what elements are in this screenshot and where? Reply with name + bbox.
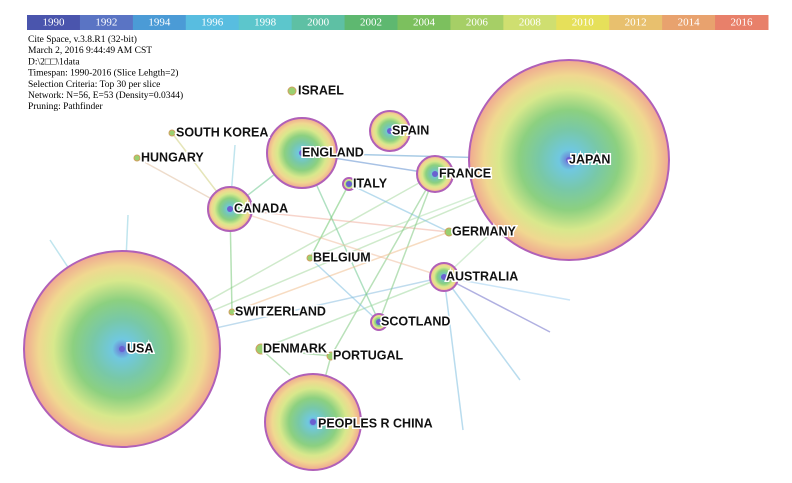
timeline-year: 2006 (466, 17, 489, 29)
nodes: ISRAEL SOUTH KOREA HUNGARY ENGLAND SPAIN ITAL… (23, 59, 670, 471)
timeline-year: 2016 (731, 17, 754, 29)
timeline-segment (715, 15, 769, 30)
timeline-segment (450, 15, 504, 30)
info-line: Timespan: 1990-2016 (Slice Lehgth=2) (28, 68, 178, 79)
info-line: Selection Criteria: Top 30 per slice (28, 80, 160, 90)
timeline-segment (662, 15, 716, 30)
node-core (346, 181, 352, 187)
node-core (376, 319, 382, 325)
node (228, 308, 236, 316)
node-core (441, 274, 447, 280)
timeline-year: 2000 (307, 17, 330, 29)
node (287, 86, 297, 96)
timeline-year: 2010 (572, 17, 595, 29)
link (229, 208, 450, 233)
node (326, 351, 336, 361)
node-label: DENMARK (263, 341, 327, 355)
timeline-segment (503, 15, 557, 30)
timeline-segment (132, 15, 187, 30)
node-core (387, 128, 393, 134)
timeline-year: 1996 (201, 17, 224, 29)
link (443, 276, 551, 333)
node-label: ENGLAND (302, 145, 364, 159)
node-core (566, 157, 572, 163)
timeline-year: 1994 (148, 17, 171, 29)
node-label: PORTUGAL (333, 348, 404, 362)
link (229, 208, 445, 278)
node (168, 129, 176, 137)
link (443, 276, 571, 301)
timeline-segment (556, 15, 610, 30)
link (309, 257, 380, 323)
info-line: Pruning: Pathfinder (28, 101, 104, 112)
node (255, 343, 267, 355)
link (348, 183, 450, 233)
info-line: March 2, 2016 9:44:49 AM CST (28, 46, 152, 56)
info-line: Network: N=56, E=53 (Density=0.0344) (28, 90, 183, 101)
info-block: Cite Space, v.3.8.R1 (32-bit)March 2, 20… (28, 34, 183, 112)
node (444, 227, 454, 237)
timeline-segment (397, 15, 451, 30)
timeline-legend: 1990 1992 1994 1996 1998 2000 2002 2004 2006 2008… (27, 15, 769, 30)
node (306, 254, 314, 262)
node-label: ITALY (353, 176, 388, 190)
timeline-year: 1992 (95, 17, 117, 29)
link (443, 276, 464, 431)
link (330, 173, 436, 357)
timeline-segment (238, 15, 293, 30)
info-line: Cite Space, v.3.8.R1 (32-bit) (28, 34, 137, 45)
link (231, 231, 450, 313)
node-label: PEOPLES R CHINA (318, 416, 433, 430)
link (260, 348, 291, 376)
node-label: SOUTH KOREA (176, 125, 268, 139)
timeline-year: 2004 (413, 17, 436, 29)
node (133, 154, 141, 162)
node-core (310, 419, 316, 425)
timeline-year: 2012 (625, 17, 647, 29)
node-label: CANADA (234, 201, 288, 215)
timeline-year: 1998 (254, 17, 277, 29)
node-core (227, 206, 233, 212)
timeline-year: 2008 (519, 17, 542, 29)
timeline-segment (185, 15, 240, 30)
timeline-segment (27, 15, 81, 30)
node-label: ISRAEL (298, 83, 344, 97)
node-label: AUSTRALIA (446, 269, 518, 283)
node-label: SPAIN (392, 123, 429, 137)
node-core (299, 150, 305, 156)
node-label: FRANCE (439, 166, 491, 180)
timeline-year: 2014 (678, 17, 701, 29)
node-core (432, 171, 438, 177)
node-label: GERMANY (452, 224, 517, 238)
node-label: SWITZERLAND (235, 304, 326, 318)
timeline-segment (344, 15, 398, 30)
timeline-year: 2002 (360, 17, 382, 29)
node-core (119, 346, 125, 352)
node-label: BELGIUM (313, 250, 371, 264)
link (260, 348, 332, 357)
info-line: D:\2□□\1data (28, 57, 80, 67)
timeline-segment (79, 15, 134, 30)
timeline-segment (291, 15, 346, 30)
link (443, 276, 521, 381)
node-label: HUNGARY (141, 150, 204, 164)
node-label: SCOTLAND (381, 314, 450, 328)
node-label: JAPAN (569, 152, 610, 166)
node-label: USA (127, 341, 153, 355)
link (260, 276, 445, 350)
link (309, 183, 350, 259)
timeline-segment (609, 15, 663, 30)
timeline-year: 1990 (42, 17, 65, 29)
